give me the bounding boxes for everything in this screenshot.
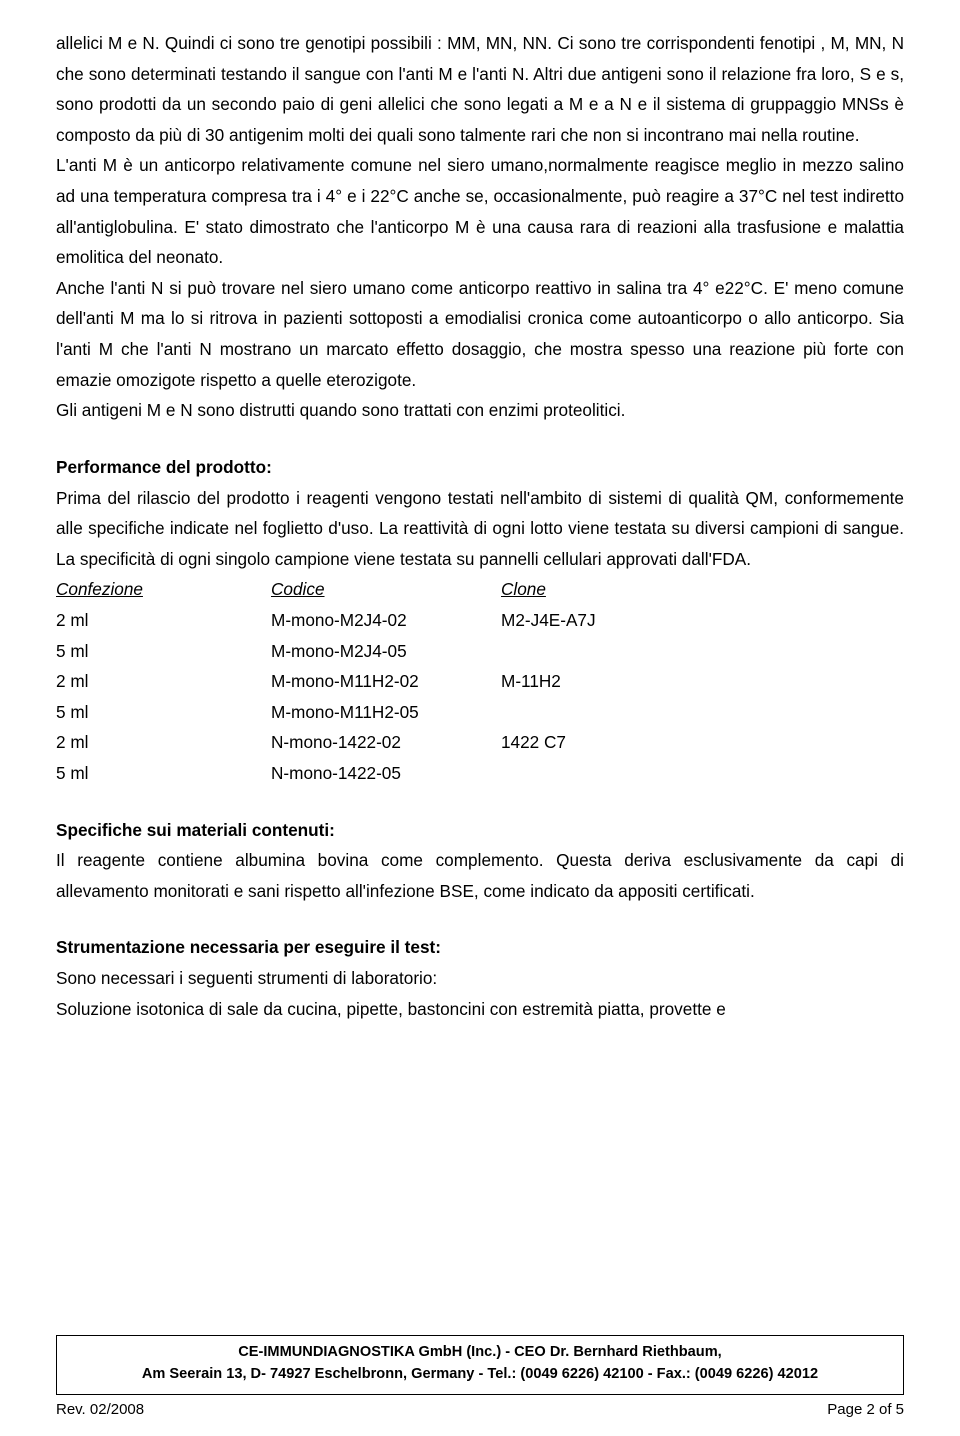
footer-company-box: CE-IMMUNDIAGNOSTIKA GmbH (Inc.) - CEO Dr… (56, 1335, 904, 1395)
page-number-row: Rev. 02/2008 Page 2 of 5 (56, 1401, 904, 1418)
revision-label: Rev. 02/2008 (56, 1401, 144, 1418)
cell-clone (501, 758, 596, 789)
col-header-codice: Codice (271, 574, 501, 605)
cell-confezione: 5 ml (56, 697, 271, 728)
document-body: allelici M e N. Quindi ci sono tre genot… (56, 28, 904, 1315)
paragraph: Il reagente contiene albumina bovina com… (56, 845, 904, 906)
paragraph: Anche l'anti N si può trovare nel siero … (56, 273, 904, 395)
heading-performance: Performance del prodotto: (56, 452, 904, 483)
paragraph: Gli antigeni M e N sono distrutti quando… (56, 395, 904, 426)
table-row: 2 ml M-mono-M11H2-02 M-11H2 (56, 666, 596, 697)
footer-block: CE-IMMUNDIAGNOSTIKA GmbH (Inc.) - CEO Dr… (56, 1315, 904, 1418)
document-page: allelici M e N. Quindi ci sono tre genot… (0, 0, 960, 1436)
product-table: Confezione Codice Clone 2 ml M-mono-M2J4… (56, 574, 596, 788)
table-header-row: Confezione Codice Clone (56, 574, 596, 605)
cell-codice: N-mono-1422-02 (271, 727, 501, 758)
cell-confezione: 2 ml (56, 605, 271, 636)
cell-clone (501, 636, 596, 667)
page-number: Page 2 of 5 (827, 1401, 904, 1418)
table-row: 2 ml M-mono-M2J4-02 M2-J4E-A7J (56, 605, 596, 636)
cell-confezione: 5 ml (56, 636, 271, 667)
heading-specifiche: Specifiche sui materiali contenuti: (56, 815, 904, 846)
heading-strumentazione: Strumentazione necessaria per eseguire i… (56, 932, 904, 963)
col-header-clone: Clone (501, 574, 596, 605)
table-row: 5 ml M-mono-M2J4-05 (56, 636, 596, 667)
paragraph: Prima del rilascio del prodotto i reagen… (56, 483, 904, 575)
col-header-confezione: Confezione (56, 574, 271, 605)
cell-codice: M-mono-M2J4-05 (271, 636, 501, 667)
cell-clone: M2-J4E-A7J (501, 605, 596, 636)
cell-confezione: 5 ml (56, 758, 271, 789)
cell-clone: 1422 C7 (501, 727, 596, 758)
cell-codice: N-mono-1422-05 (271, 758, 501, 789)
table-row: 5 ml N-mono-1422-05 (56, 758, 596, 789)
paragraph: Soluzione isotonica di sale da cucina, p… (56, 994, 904, 1025)
footer-line1: CE-IMMUNDIAGNOSTIKA GmbH (Inc.) - CEO Dr… (65, 1342, 895, 1364)
table-row: 5 ml M-mono-M11H2-05 (56, 697, 596, 728)
footer-line2: Am Seerain 13, D- 74927 Eschelbronn, Ger… (65, 1364, 895, 1386)
table-row: 2 ml N-mono-1422-02 1422 C7 (56, 727, 596, 758)
cell-clone (501, 697, 596, 728)
paragraph: allelici M e N. Quindi ci sono tre genot… (56, 28, 904, 150)
paragraph: Sono necessari i seguenti strumenti di l… (56, 963, 904, 994)
cell-clone: M-11H2 (501, 666, 596, 697)
cell-confezione: 2 ml (56, 727, 271, 758)
cell-codice: M-mono-M2J4-02 (271, 605, 501, 636)
cell-codice: M-mono-M11H2-05 (271, 697, 501, 728)
cell-confezione: 2 ml (56, 666, 271, 697)
cell-codice: M-mono-M11H2-02 (271, 666, 501, 697)
paragraph: L'anti M è un anticorpo relativamente co… (56, 150, 904, 272)
